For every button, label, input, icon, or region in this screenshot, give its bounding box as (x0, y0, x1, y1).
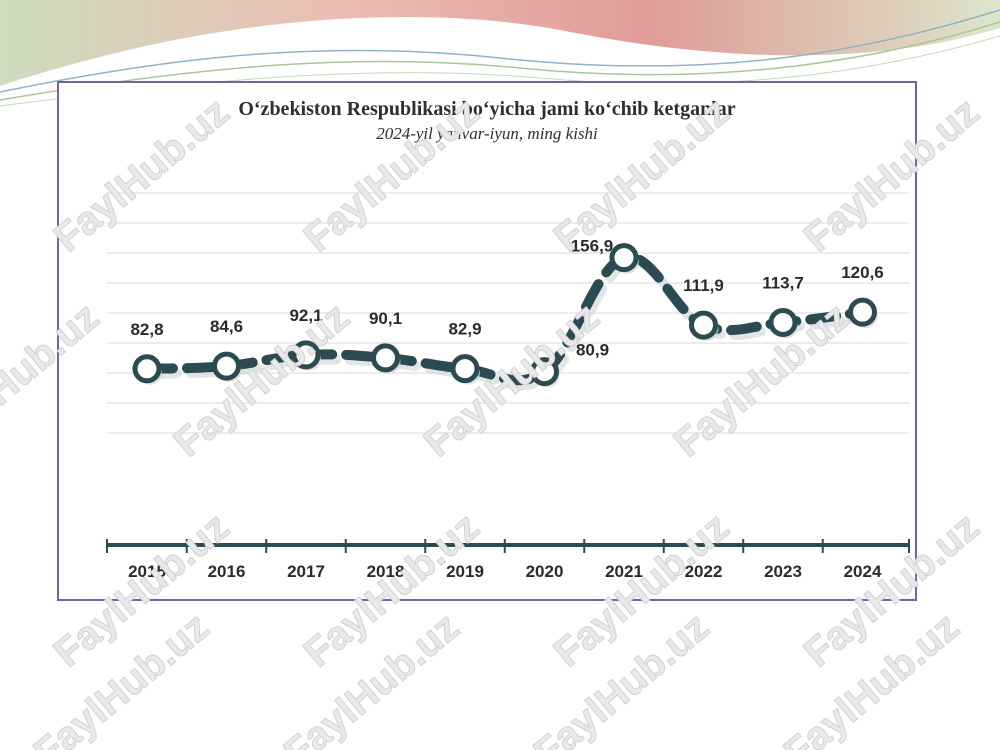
data-label: 80,9 (576, 341, 609, 360)
data-label: 82,9 (448, 320, 481, 339)
x-axis-ticks: 2015 2016 2017 2018 2019 2020 2021 2022 2023 2024 (106, 539, 910, 581)
data-point (768, 307, 798, 337)
series-line (142, 252, 872, 391)
x-tick-label: 2016 (208, 562, 246, 581)
data-label: 113,7 (762, 273, 804, 292)
series-line-shadow (146, 257, 872, 391)
watermark-text: FaylHub.uz (776, 605, 968, 750)
data-point (371, 343, 400, 373)
x-tick-label: 2017 (287, 562, 325, 581)
data-labels: 82,8 84,6 92,1 90,1 82,9 80,9 156,9 111,9 113,7 1… (130, 237, 883, 360)
watermark-text: FaylHub.uz (276, 605, 468, 750)
x-tick-label: 2020 (526, 562, 564, 581)
x-tick-label: 2019 (446, 562, 484, 581)
data-point (609, 243, 639, 273)
data-point (212, 351, 241, 381)
data-point (132, 354, 162, 384)
x-tick-label: 2022 (685, 562, 723, 581)
series-line-path (142, 252, 868, 386)
x-tick-label: 2023 (764, 562, 802, 581)
watermark-text: FaylHub.uz (26, 605, 218, 750)
x-tick-label: 2018 (367, 562, 405, 581)
data-label: 84,6 (210, 317, 243, 336)
chart-subtitle: 2024-yil yanvar-iyun, ming kishi (376, 124, 598, 143)
x-tick-label: 2021 (605, 562, 643, 581)
data-label: 120,6 (841, 263, 884, 282)
data-point (689, 310, 718, 340)
slide-header-decoration (0, 0, 1000, 107)
data-label: 90,1 (369, 309, 402, 328)
x-tick-label: 2024 (844, 562, 882, 581)
line-chart: O‘zbekiston Respublikasi bo‘yicha jami k… (106, 98, 910, 581)
data-label: 111,9 (683, 276, 724, 295)
chart-title: O‘zbekiston Respublikasi bo‘yicha jami k… (238, 98, 735, 120)
data-point (848, 297, 877, 327)
data-label: 82,8 (130, 320, 163, 339)
data-label: 92,1 (289, 306, 322, 325)
watermark-text: FaylHub.uz (526, 605, 718, 750)
data-markers (132, 243, 878, 388)
data-point (530, 357, 559, 387)
data-point (291, 340, 321, 370)
data-label: 156,9 (571, 237, 614, 256)
data-point (450, 354, 480, 384)
chart-frame: O‘zbekiston Respublikasi bo‘yicha jami k… (57, 81, 917, 601)
x-tick-label: 2015 (128, 562, 166, 581)
